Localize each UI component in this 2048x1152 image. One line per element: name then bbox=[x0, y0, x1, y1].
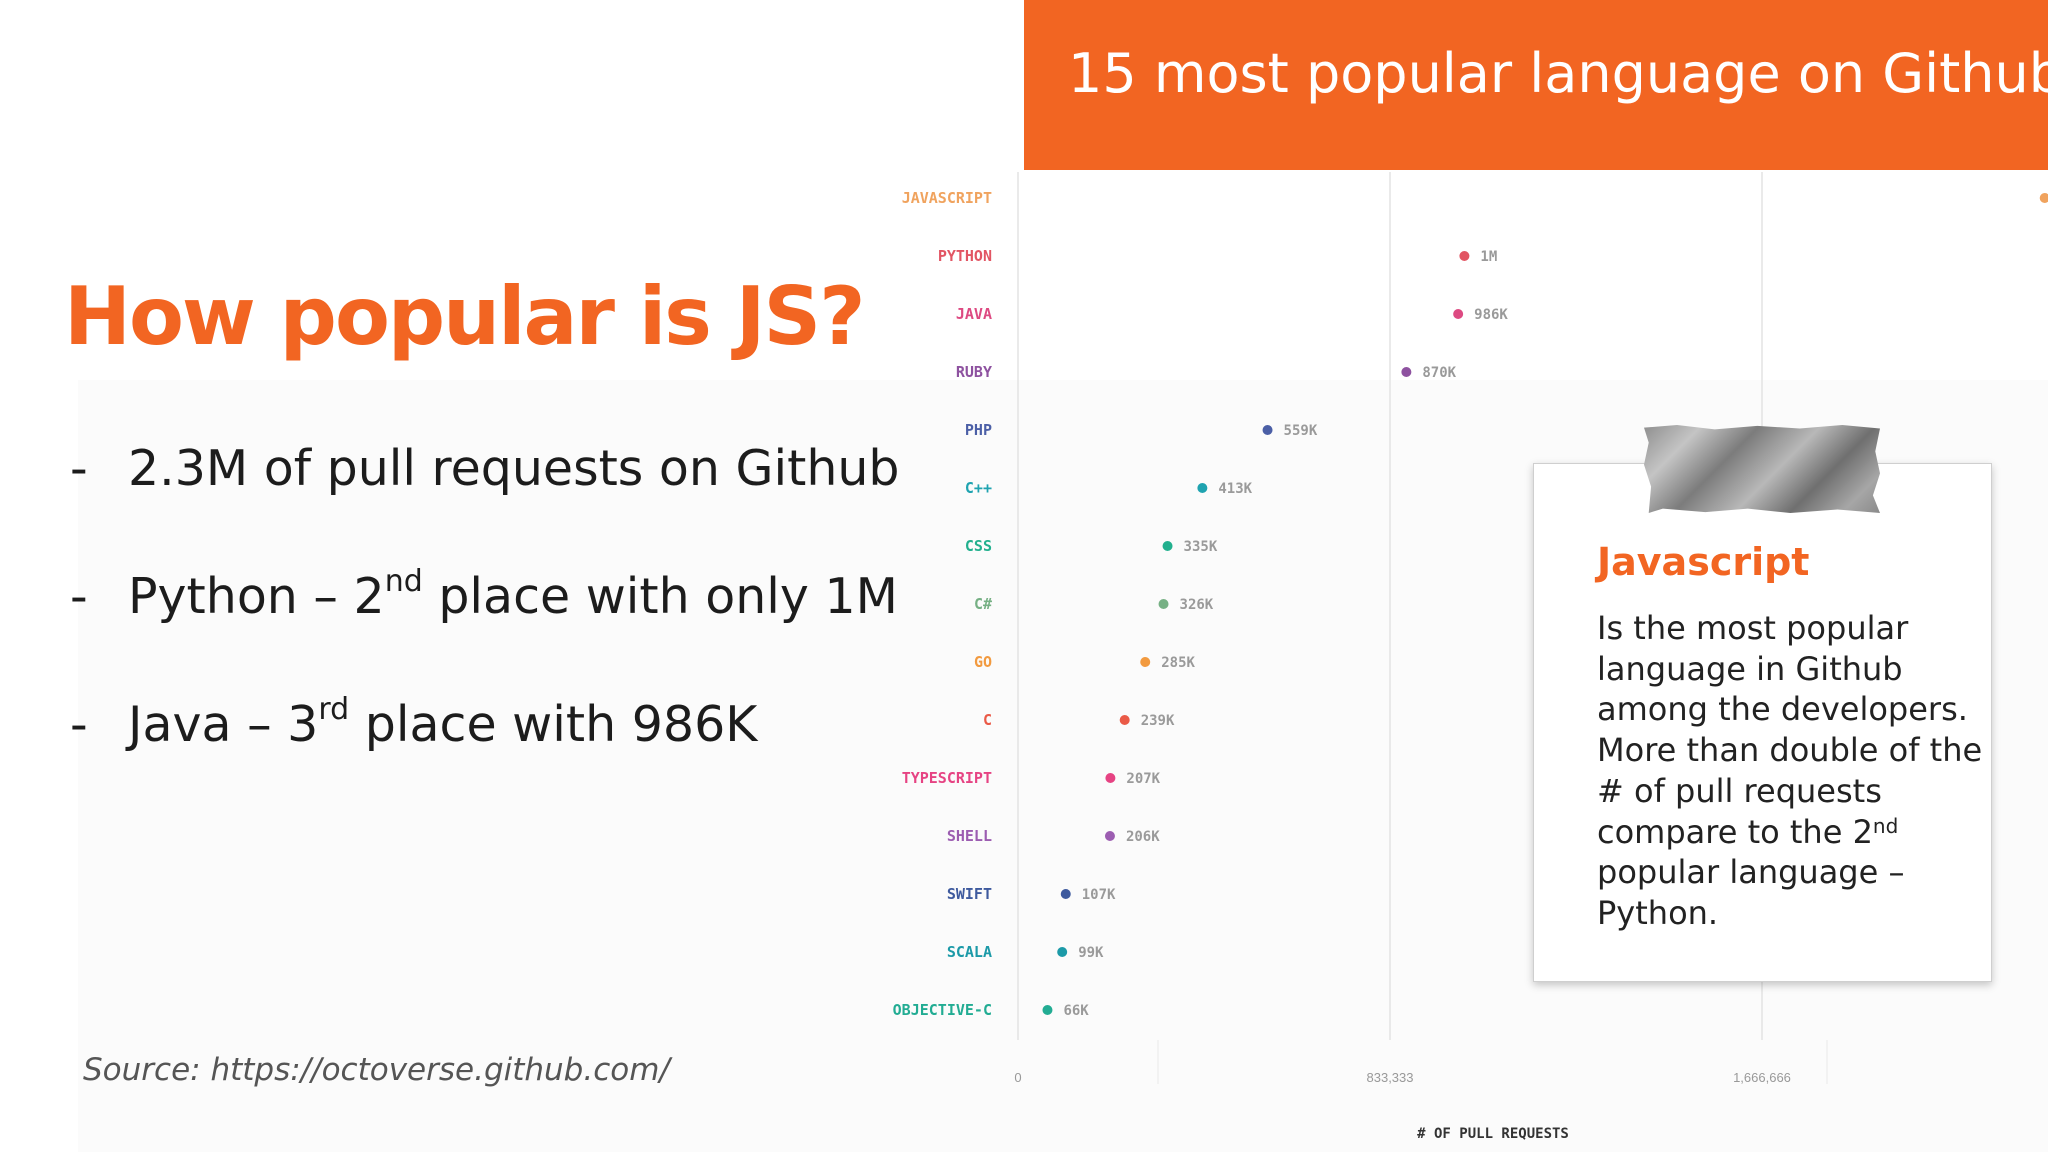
lollipop-dot bbox=[1453, 309, 1464, 319]
x-tick-label: 833,333 bbox=[1367, 1070, 1414, 1085]
value-label: 107K bbox=[1082, 887, 1116, 903]
note-title: Javascript bbox=[1597, 540, 1810, 584]
category-label: JAVA bbox=[956, 305, 992, 323]
value-label: 1M bbox=[1480, 249, 1497, 265]
note-line: among the developers. bbox=[1597, 690, 1968, 729]
page-heading: How popular is JS? bbox=[64, 270, 866, 363]
lollipop-dot bbox=[1105, 773, 1116, 783]
lollipop-dot bbox=[1104, 831, 1115, 841]
category-label: SWIFT bbox=[947, 885, 992, 903]
bullet-item: - 2.3M of pull requests on Github bbox=[70, 440, 900, 568]
value-label: 66K bbox=[1063, 1003, 1089, 1019]
note-ordinal-suffix: nd bbox=[1872, 813, 1899, 838]
x-tick-label: 1,666,666 bbox=[1733, 1070, 1791, 1085]
bullet-dash: - bbox=[70, 568, 88, 625]
bullet-dash: - bbox=[70, 696, 88, 753]
lollipop-dot bbox=[1119, 715, 1130, 725]
tape-decoration bbox=[1644, 425, 1880, 513]
category-label: PYTHON bbox=[938, 247, 992, 265]
lollipop-dot bbox=[1158, 599, 1169, 609]
bullet-text: 2.3M of pull requests on Github bbox=[128, 440, 900, 497]
category-label: C bbox=[983, 711, 992, 729]
value-label: 870K bbox=[1422, 365, 1456, 381]
note-line: Python. bbox=[1597, 893, 1719, 932]
lollipop-dot bbox=[1162, 541, 1173, 551]
bullet-text-start: Java – 3 bbox=[128, 696, 319, 753]
category-label: PHP bbox=[965, 421, 992, 439]
value-label: 239K bbox=[1141, 713, 1175, 729]
category-label: OBJECTIVE-C bbox=[893, 1001, 992, 1019]
bullet-item: - Python – 2nd place with only 1M bbox=[70, 564, 900, 696]
x-tick-label: 0 bbox=[1014, 1070, 1021, 1085]
bullet-text-end: place with only 1M bbox=[422, 568, 898, 625]
lollipop-dot bbox=[1459, 251, 1470, 261]
category-label: CSS bbox=[965, 537, 992, 555]
note-line: Is the most popular bbox=[1597, 609, 1909, 647]
x-axis-title: # OF PULL REQUESTS bbox=[1417, 1126, 1569, 1142]
value-label: 986K bbox=[1474, 307, 1508, 323]
value-label: 207K bbox=[1126, 771, 1160, 787]
note-line: # of pull requests bbox=[1597, 771, 1882, 810]
bullet-ordinal-suffix: nd bbox=[384, 564, 423, 599]
lollipop-dot bbox=[1140, 657, 1151, 667]
category-label: C++ bbox=[965, 479, 992, 497]
lollipop-dot bbox=[1057, 947, 1068, 957]
category-label: SCALA bbox=[947, 943, 992, 961]
lollipop-dot bbox=[1401, 367, 1412, 377]
note-line: More than double of the bbox=[1597, 731, 1983, 770]
lollipop-dot bbox=[1262, 425, 1273, 435]
lollipop-dot bbox=[1042, 1005, 1053, 1015]
lollipop-dot bbox=[2039, 193, 2048, 203]
bullet-list: - 2.3M of pull requests on Github - Pyth… bbox=[70, 440, 900, 824]
category-label: SHELL bbox=[947, 827, 992, 845]
lollipop-dot bbox=[1197, 483, 1208, 493]
value-label: 285K bbox=[1161, 655, 1195, 671]
bullet-item: - Java – 3rd place with 986K bbox=[70, 692, 900, 824]
category-label: RUBY bbox=[956, 363, 992, 381]
note-body: Is the most popular language in Github a… bbox=[1597, 608, 1987, 934]
note-card bbox=[1533, 463, 1992, 982]
value-label: 413K bbox=[1218, 481, 1252, 497]
bullet-text-start: Python – 2 bbox=[128, 568, 385, 625]
category-label: C# bbox=[974, 595, 992, 613]
value-label: 559K bbox=[1284, 423, 1318, 439]
source-citation: Source: https://octoverse.github.com/ bbox=[83, 1052, 670, 1088]
note-line-text: compare to the 2 bbox=[1597, 812, 1873, 851]
value-label: 335K bbox=[1184, 539, 1218, 555]
bullet-ordinal-suffix: rd bbox=[318, 692, 350, 727]
value-label: 326K bbox=[1180, 597, 1214, 613]
note-line: popular language – bbox=[1597, 853, 1905, 892]
title-banner: 15 most popular language on Github bbox=[1024, 0, 2048, 170]
category-label: TYPESCRIPT bbox=[902, 769, 992, 787]
value-label: 206K bbox=[1126, 829, 1160, 845]
bullet-dash: - bbox=[70, 440, 88, 497]
note-line: compare to the 2nd bbox=[1597, 812, 1987, 853]
value-label: 99K bbox=[1078, 945, 1104, 961]
lollipop-dot bbox=[1060, 889, 1071, 899]
note-line: language in Github bbox=[1597, 649, 1903, 688]
category-label: JAVASCRIPT bbox=[902, 189, 992, 207]
banner-title: 15 most popular language on Github bbox=[1068, 42, 2048, 105]
bullet-text-end: place with 986K bbox=[349, 696, 758, 753]
category-label: GO bbox=[974, 653, 992, 671]
